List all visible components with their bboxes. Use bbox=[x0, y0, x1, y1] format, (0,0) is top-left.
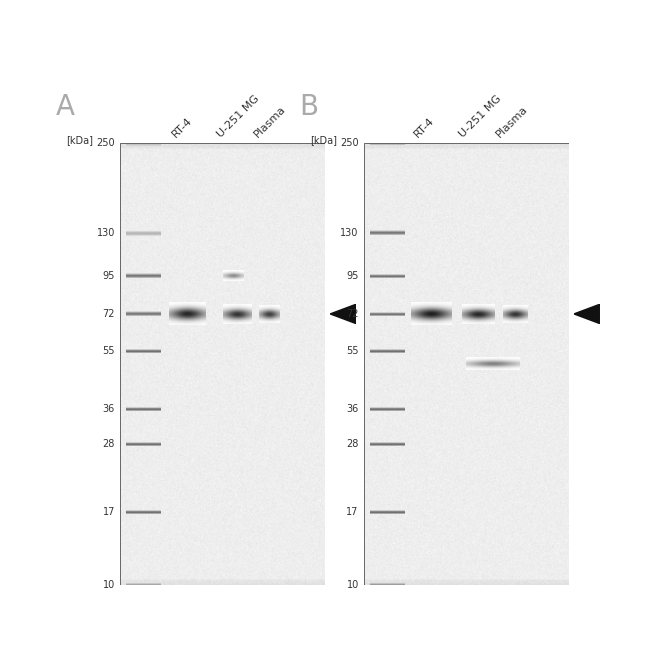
Text: 28: 28 bbox=[103, 439, 115, 448]
Text: 55: 55 bbox=[103, 346, 115, 356]
Text: 55: 55 bbox=[346, 346, 359, 356]
Polygon shape bbox=[574, 304, 600, 324]
Text: 72: 72 bbox=[346, 309, 359, 319]
Text: A: A bbox=[55, 93, 75, 122]
Text: 250: 250 bbox=[96, 138, 115, 148]
Text: 130: 130 bbox=[97, 227, 115, 238]
Text: B: B bbox=[299, 93, 318, 122]
Text: 17: 17 bbox=[346, 507, 359, 517]
Text: [kDa]: [kDa] bbox=[66, 135, 93, 145]
Text: 10: 10 bbox=[103, 580, 115, 590]
Text: U-251 MG: U-251 MG bbox=[216, 94, 261, 140]
Polygon shape bbox=[330, 304, 356, 324]
Text: 36: 36 bbox=[103, 404, 115, 414]
Text: 95: 95 bbox=[103, 271, 115, 281]
Text: RT-4: RT-4 bbox=[412, 116, 436, 140]
Text: [kDa]: [kDa] bbox=[309, 135, 337, 145]
Text: 250: 250 bbox=[340, 138, 359, 148]
Text: 130: 130 bbox=[341, 227, 359, 238]
Text: U-251 MG: U-251 MG bbox=[457, 94, 503, 140]
Text: 36: 36 bbox=[346, 404, 359, 414]
Text: Plasma: Plasma bbox=[252, 104, 288, 140]
Text: RT-4: RT-4 bbox=[170, 116, 194, 140]
Text: 95: 95 bbox=[346, 271, 359, 281]
Text: Plasma: Plasma bbox=[494, 104, 530, 140]
Text: 28: 28 bbox=[346, 439, 359, 448]
Text: 17: 17 bbox=[103, 507, 115, 517]
Text: 10: 10 bbox=[346, 580, 359, 590]
Text: 72: 72 bbox=[103, 309, 115, 319]
